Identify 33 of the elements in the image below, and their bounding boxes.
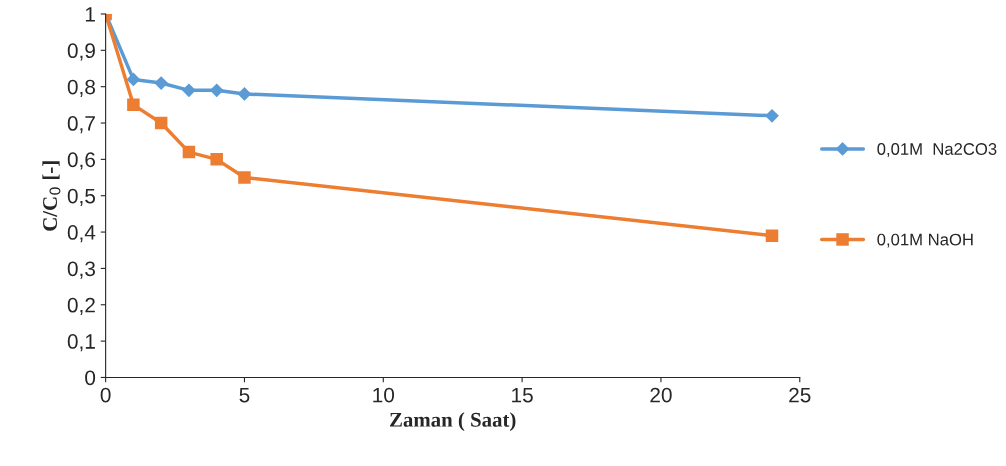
y-tick-label: 0,7 [67,116,95,134]
y-tick-label: 0,8 [67,79,95,97]
point [209,83,224,98]
point [237,87,252,101]
y-tick-label: 0 [85,370,96,386]
y-tick-label: 0,1 [67,334,95,352]
legend-label: 0,01M NaOH [877,233,973,248]
x-tick-label: 25 [789,387,811,403]
x-tick-label: 15 [512,387,533,403]
x-tick-label: 5 [239,387,250,403]
y-tick-label: 0,9 [67,43,95,61]
legend-label: 0,01M Na2CO3 [877,143,997,157]
point [182,83,196,98]
point [126,72,141,87]
point [210,153,223,166]
y-tick-label: 0,4 [67,225,96,243]
y-tick-label: 0,2 [67,297,95,315]
point [154,76,169,90]
x-axis-title: Zaman ( Saat) [390,412,516,432]
point [765,229,779,242]
point [154,116,168,130]
point [238,171,251,184]
point [765,108,779,123]
y-tick-label: 0,3 [67,261,95,279]
x-tick-label: 0 [100,387,111,403]
y-tick-label: 0,5 [67,188,96,206]
point [127,98,140,112]
point [182,145,196,159]
x-tick-label: 10 [373,387,395,403]
y-axis-title: C/C$_{0}$ [-] [42,161,61,231]
y-tick-label: 0,6 [67,152,95,170]
x-tick-label: 20 [650,387,672,403]
y-tick-label: 1 [85,7,95,22]
